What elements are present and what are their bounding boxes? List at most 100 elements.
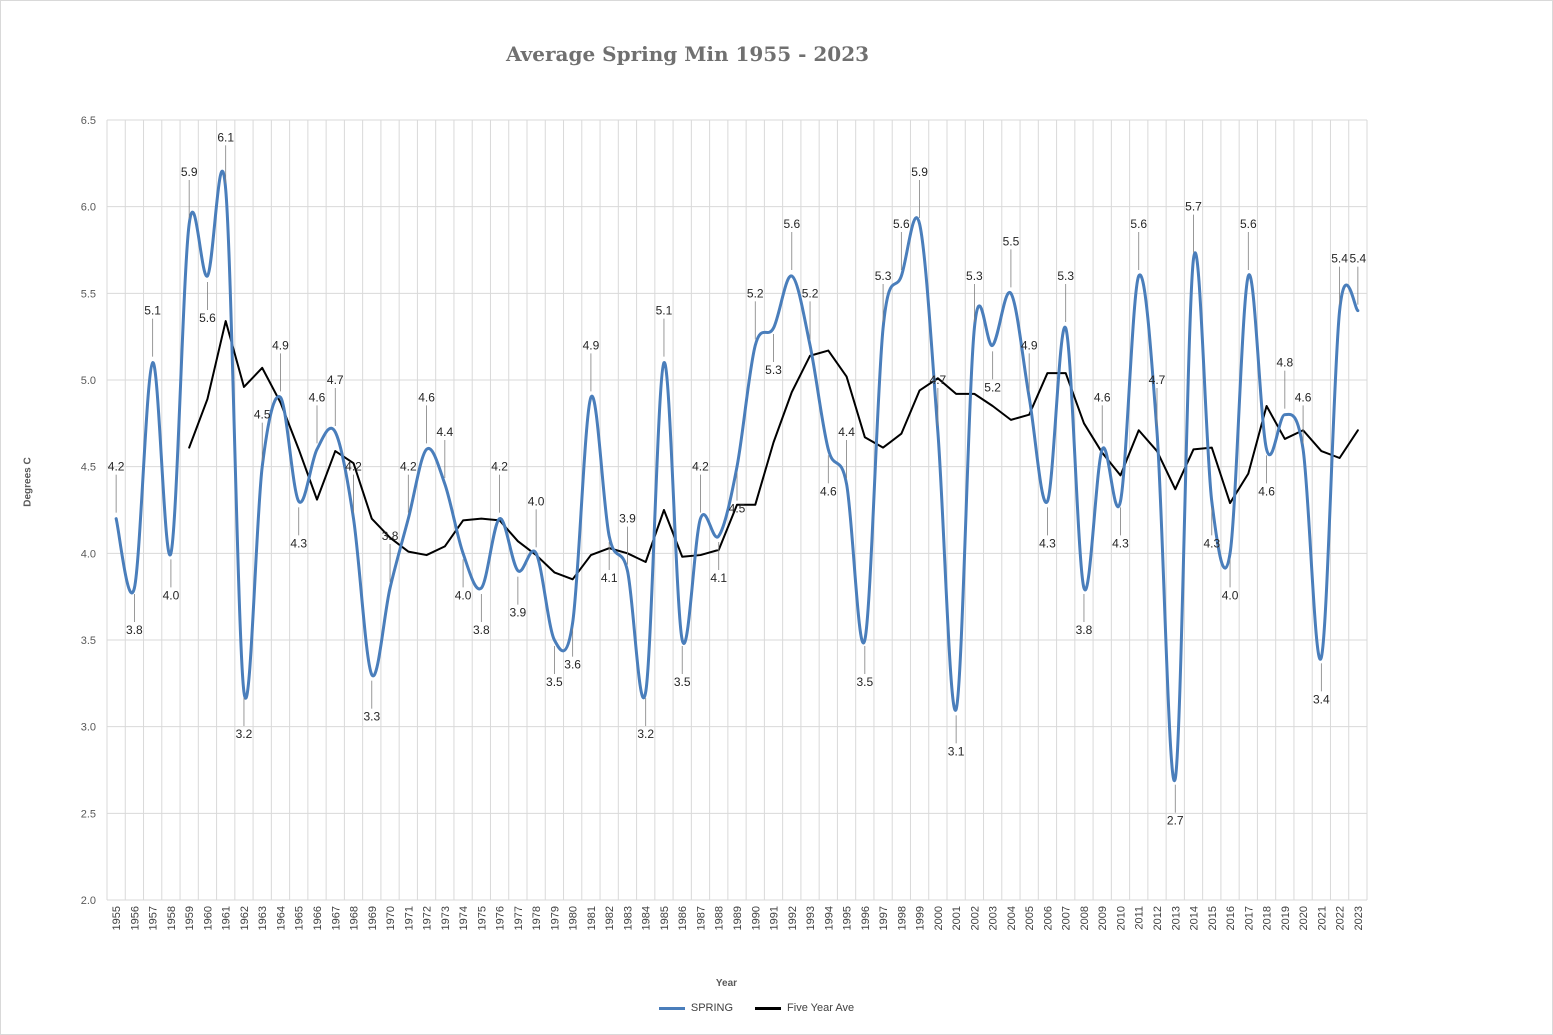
y-tick-label: 3.5 <box>81 635 96 647</box>
data-label: 5.4 <box>1350 252 1367 266</box>
series-layer <box>114 169 1360 783</box>
x-tick-label: 2007 <box>1061 906 1073 930</box>
data-label: 4.6 <box>1094 390 1111 404</box>
y-tick-label: 4.0 <box>81 548 96 560</box>
data-label: 5.3 <box>1057 269 1074 283</box>
x-tick-label: 1999 <box>915 906 927 930</box>
x-tick-label: 2004 <box>1006 906 1018 930</box>
x-tick-label: 2011 <box>1134 906 1146 930</box>
horizontal-gridlines <box>107 119 1367 901</box>
x-tick-label: 1973 <box>440 906 452 930</box>
x-tick-label: 1994 <box>823 906 835 930</box>
data-label: 5.2 <box>747 286 764 300</box>
x-tick-label: 1967 <box>330 906 342 930</box>
x-tick-label: 2005 <box>1024 906 1036 930</box>
data-label: 4.6 <box>820 484 837 498</box>
data-label: 3.5 <box>856 675 873 689</box>
x-tick-label: 1968 <box>349 906 361 930</box>
data-label: 4.6 <box>1295 390 1312 404</box>
data-labels: 4.23.85.14.05.95.66.13.24.54.94.34.64.74… <box>108 130 1367 827</box>
data-label: 3.9 <box>510 606 527 620</box>
chart-title: Average Spring Min 1955 - 2023 <box>505 42 870 66</box>
y-tick-label: 2.0 <box>81 895 96 907</box>
x-tick-label: 2018 <box>1262 906 1274 930</box>
data-label: 4.4 <box>436 425 453 439</box>
x-tick-label: 2022 <box>1335 906 1347 930</box>
x-tick-label: 1980 <box>568 906 580 930</box>
data-label: 4.2 <box>108 460 125 474</box>
series-line-five-year-ave <box>188 320 1359 581</box>
x-tick-label: 1983 <box>622 906 634 930</box>
x-tick-label: 1978 <box>531 906 543 930</box>
data-label: 4.3 <box>1203 536 1220 550</box>
y-tick-label: 6.5 <box>81 115 96 127</box>
x-tick-label: 1975 <box>476 906 488 930</box>
x-tick-label: 2015 <box>1207 906 1219 930</box>
x-tick-label: 1982 <box>604 906 616 930</box>
data-label: 4.7 <box>327 373 344 387</box>
data-label: 5.6 <box>1130 217 1147 231</box>
x-tick-label: 1992 <box>787 906 799 930</box>
data-label: 4.1 <box>601 571 618 585</box>
data-label: 4.2 <box>345 460 362 474</box>
data-label: 3.1 <box>948 744 965 758</box>
x-tick-label: 1962 <box>239 906 251 930</box>
x-tick-label: 1970 <box>385 906 397 930</box>
x-tick-label: 1965 <box>294 906 306 930</box>
x-tick-label: 1981 <box>586 906 598 930</box>
data-label: 3.5 <box>674 675 691 689</box>
x-tick-label: 1966 <box>312 906 324 930</box>
x-tick-label: 2020 <box>1298 906 1310 930</box>
legend-item-five-year-ave[interactable]: Five Year Ave <box>755 1002 854 1014</box>
data-label: 4.2 <box>491 460 508 474</box>
x-tick-label: 1963 <box>257 906 269 930</box>
x-tick-label: 2000 <box>933 906 945 930</box>
x-tick-label: 1969 <box>367 906 379 930</box>
x-tick-label: 1971 <box>403 906 415 930</box>
data-label: 4.3 <box>1112 536 1129 550</box>
legend-item-spring[interactable]: SPRING <box>658 1002 733 1014</box>
y-tick-label: 2.5 <box>81 808 96 820</box>
x-tick-label: 1957 <box>148 906 160 930</box>
data-label: 3.5 <box>546 675 563 689</box>
data-label: 4.9 <box>583 338 600 352</box>
data-label: 2.7 <box>1167 814 1184 828</box>
x-tick-label: 2014 <box>1189 906 1201 930</box>
x-tick-label: 2002 <box>969 906 981 930</box>
data-label: 4.0 <box>455 588 472 602</box>
x-tick-label: 1989 <box>732 906 744 930</box>
data-label: 6.1 <box>217 130 234 144</box>
data-label: 5.1 <box>656 304 673 318</box>
data-label: 4.6 <box>309 390 326 404</box>
data-label: 3.8 <box>126 623 143 637</box>
data-label: 5.2 <box>984 380 1001 394</box>
x-tick-label: 1995 <box>842 906 854 930</box>
x-tick-label: 2017 <box>1243 906 1255 930</box>
y-tick-label: 5.5 <box>81 288 96 300</box>
data-label: 4.0 <box>163 588 180 602</box>
data-label: 4.8 <box>1276 356 1293 370</box>
data-label: 5.3 <box>765 363 782 377</box>
data-label: 4.4 <box>838 425 855 439</box>
data-label: 5.6 <box>199 311 216 325</box>
data-label: 4.1 <box>710 571 727 585</box>
y-tick-label: 4.5 <box>81 462 96 474</box>
data-label: 4.6 <box>418 390 435 404</box>
x-tick-label: 1998 <box>896 906 908 930</box>
x-tick-label: 2016 <box>1225 906 1237 930</box>
data-label: 4.7 <box>930 373 947 387</box>
x-axis-title: Year <box>715 978 738 989</box>
x-tick-label: 1974 <box>458 906 470 930</box>
x-tick-label: 1972 <box>422 906 434 930</box>
x-tick-label: 1996 <box>860 906 872 930</box>
data-label: 5.7 <box>1185 200 1202 214</box>
legend-label-five-year-ave: Five Year Ave <box>787 1002 855 1014</box>
x-tick-label: 1988 <box>714 906 726 930</box>
x-tick-label: 2003 <box>988 906 1000 930</box>
x-tick-label: 1977 <box>513 906 525 930</box>
x-tick-label: 2013 <box>1170 906 1182 930</box>
x-tick-label: 2012 <box>1152 906 1164 930</box>
x-tick-label: 2019 <box>1280 906 1292 930</box>
x-tick-label: 1964 <box>275 906 287 930</box>
